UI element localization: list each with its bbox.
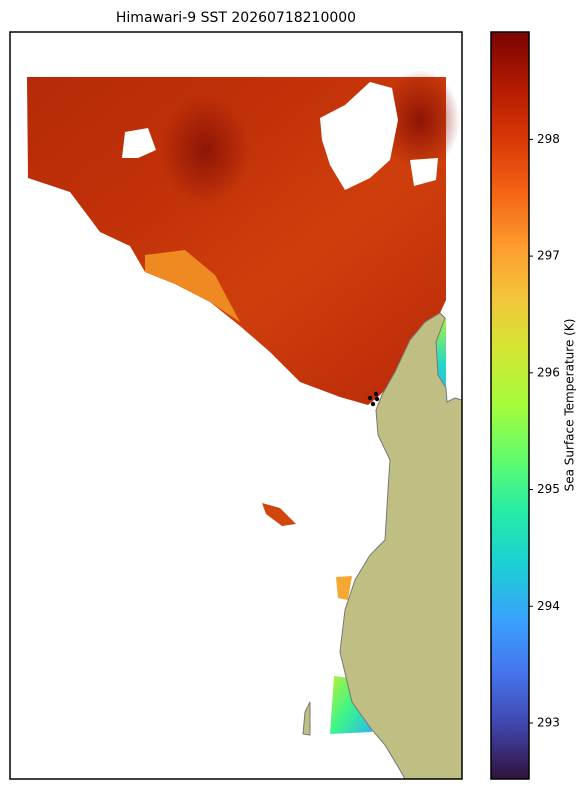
colorbar-tick-label: 297 (537, 249, 560, 263)
map-frame (9, 31, 463, 780)
colorbar-tick-label: 298 (537, 132, 560, 146)
map-title: Himawari-9 SST 20260718210000 (116, 10, 356, 26)
colorbar-tick-label: 294 (537, 599, 560, 613)
cloud-mask (410, 158, 438, 186)
sst-cool-patch (145, 250, 240, 322)
sst-patch (336, 576, 352, 600)
colorbar-tick-label: 293 (537, 715, 560, 729)
sst-warm-patch (160, 95, 250, 205)
cloud-mask (320, 82, 398, 190)
colorbar-tick-label: 296 (537, 365, 560, 379)
sst-patch (330, 676, 372, 734)
colorbar (490, 31, 530, 780)
stations (367, 391, 380, 407)
sst-patch (262, 503, 296, 526)
island (302, 701, 311, 736)
land (339, 312, 462, 779)
map-area (27, 70, 462, 779)
sst-warm-patch (380, 70, 460, 170)
colorbar-tick-label: 295 (537, 482, 560, 496)
cloud-mask (122, 128, 156, 158)
colorbar-label: Sea Surface Temperature (K) (563, 319, 577, 492)
